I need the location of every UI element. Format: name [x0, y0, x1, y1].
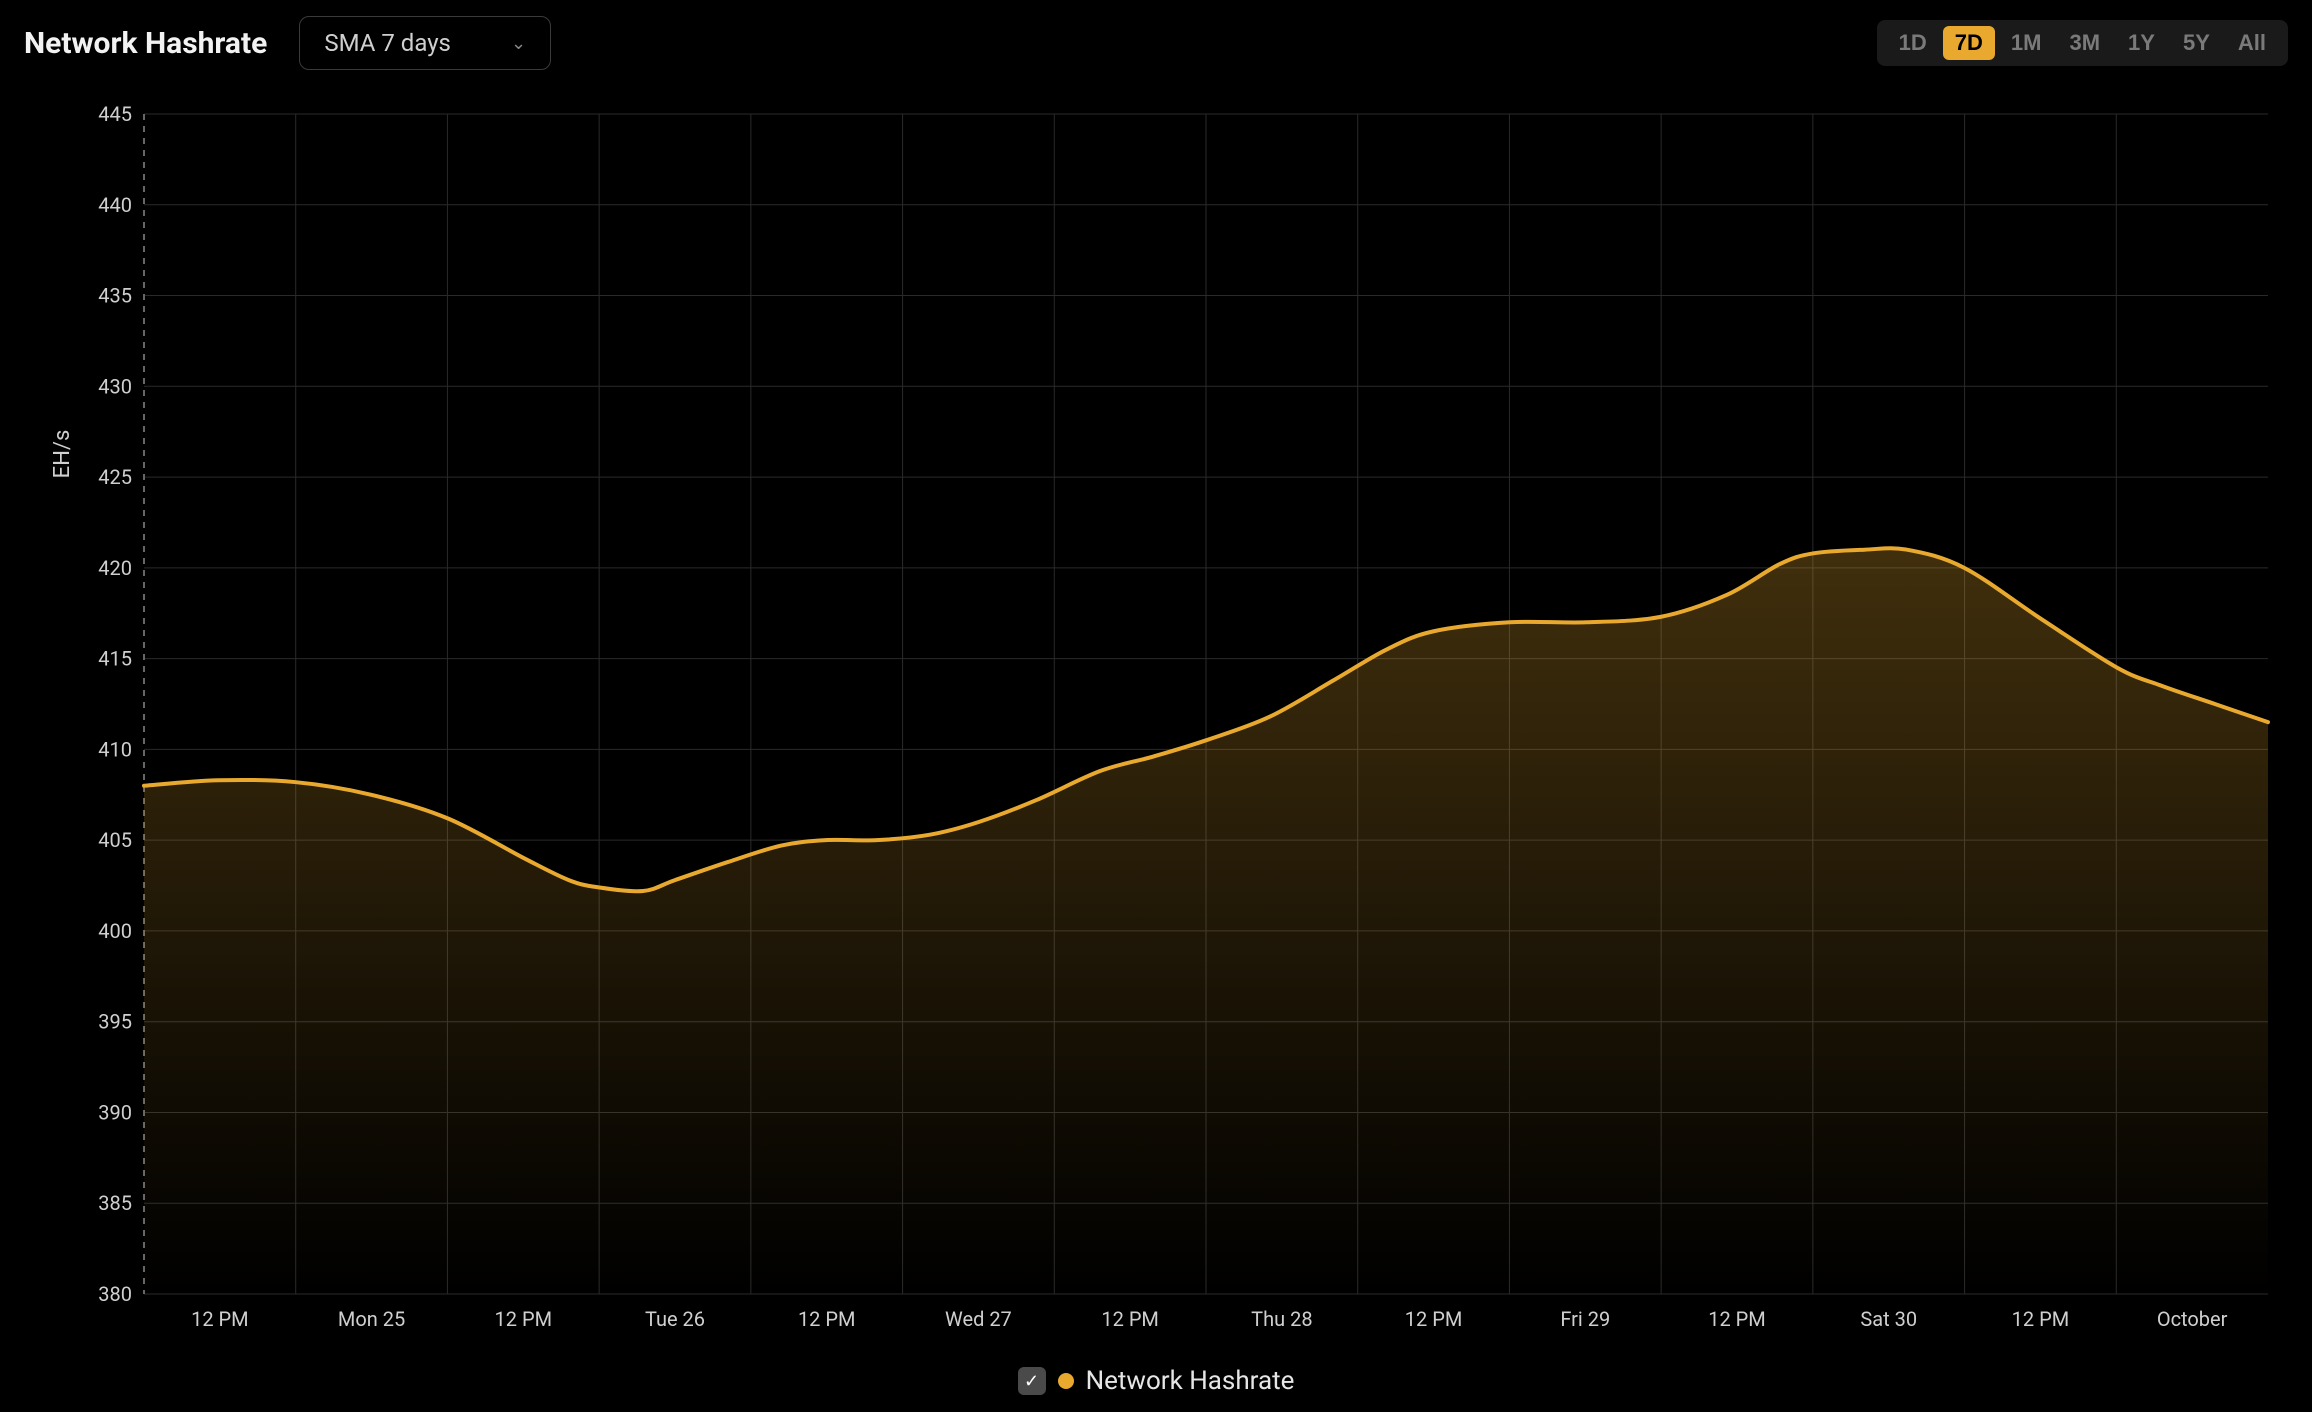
- range-btn-1d[interactable]: 1D: [1887, 26, 1939, 60]
- svg-text:405: 405: [98, 828, 132, 852]
- chart-area[interactable]: 380 385 390 395 400 405 410 415 420 425 430 435 440 4…: [24, 94, 2288, 1354]
- chevron-down-icon: ⌄: [511, 33, 526, 54]
- svg-text:12 PM: 12 PM: [798, 1307, 856, 1331]
- range-btn-1y[interactable]: 1Y: [2116, 26, 2167, 60]
- svg-text:400: 400: [98, 919, 132, 943]
- hashrate-chart[interactable]: 380 385 390 395 400 405 410 415 420 425 430 435 440 4…: [24, 94, 2288, 1354]
- svg-text:12 PM: 12 PM: [191, 1307, 249, 1331]
- svg-text:435: 435: [98, 284, 132, 308]
- chart-legend: ✓ Network Hashrate: [24, 1354, 2288, 1404]
- svg-text:395: 395: [98, 1010, 132, 1034]
- svg-text:Mon 25: Mon 25: [338, 1307, 405, 1331]
- svg-text:390: 390: [98, 1100, 132, 1124]
- range-btn-all[interactable]: All: [2226, 26, 2278, 60]
- svg-text:Sat 30: Sat 30: [1860, 1307, 1917, 1331]
- svg-text:425: 425: [98, 465, 132, 489]
- chart-header: Network Hashrate SMA 7 days ⌄ 1D7D1M3M1Y…: [24, 16, 2288, 70]
- dropdown-label: SMA 7 days: [324, 29, 451, 57]
- svg-text:430: 430: [98, 374, 132, 398]
- svg-text:12 PM: 12 PM: [495, 1307, 553, 1331]
- legend-checkbox[interactable]: ✓: [1018, 1367, 1046, 1395]
- svg-text:410: 410: [98, 737, 132, 761]
- svg-text:445: 445: [98, 102, 132, 126]
- range-btn-3m[interactable]: 3M: [2057, 26, 2112, 60]
- svg-text:EH/s: EH/s: [50, 430, 75, 479]
- svg-text:420: 420: [98, 556, 132, 580]
- legend-dot-icon: [1058, 1373, 1074, 1389]
- svg-text:12 PM: 12 PM: [1101, 1307, 1159, 1331]
- range-btn-1m[interactable]: 1M: [1999, 26, 2054, 60]
- svg-text:12 PM: 12 PM: [1405, 1307, 1463, 1331]
- svg-text:12 PM: 12 PM: [1708, 1307, 1766, 1331]
- svg-text:380: 380: [98, 1282, 132, 1306]
- svg-text:440: 440: [98, 193, 132, 217]
- range-btn-5y[interactable]: 5Y: [2171, 26, 2222, 60]
- svg-text:Fri 29: Fri 29: [1560, 1307, 1610, 1331]
- svg-text:12 PM: 12 PM: [2012, 1307, 2070, 1331]
- svg-text:Tue 26: Tue 26: [645, 1307, 705, 1331]
- svg-text:Wed 27: Wed 27: [945, 1307, 1012, 1331]
- chart-title: Network Hashrate: [24, 26, 267, 61]
- svg-text:October: October: [2157, 1307, 2228, 1331]
- legend-label: Network Hashrate: [1086, 1366, 1295, 1396]
- range-btn-7d[interactable]: 7D: [1943, 26, 1995, 60]
- sma-dropdown[interactable]: SMA 7 days ⌄: [299, 16, 551, 70]
- svg-text:Thu 28: Thu 28: [1251, 1307, 1312, 1331]
- svg-text:385: 385: [98, 1191, 132, 1215]
- svg-text:415: 415: [98, 647, 132, 671]
- time-range-selector: 1D7D1M3M1Y5YAll: [1877, 20, 2288, 66]
